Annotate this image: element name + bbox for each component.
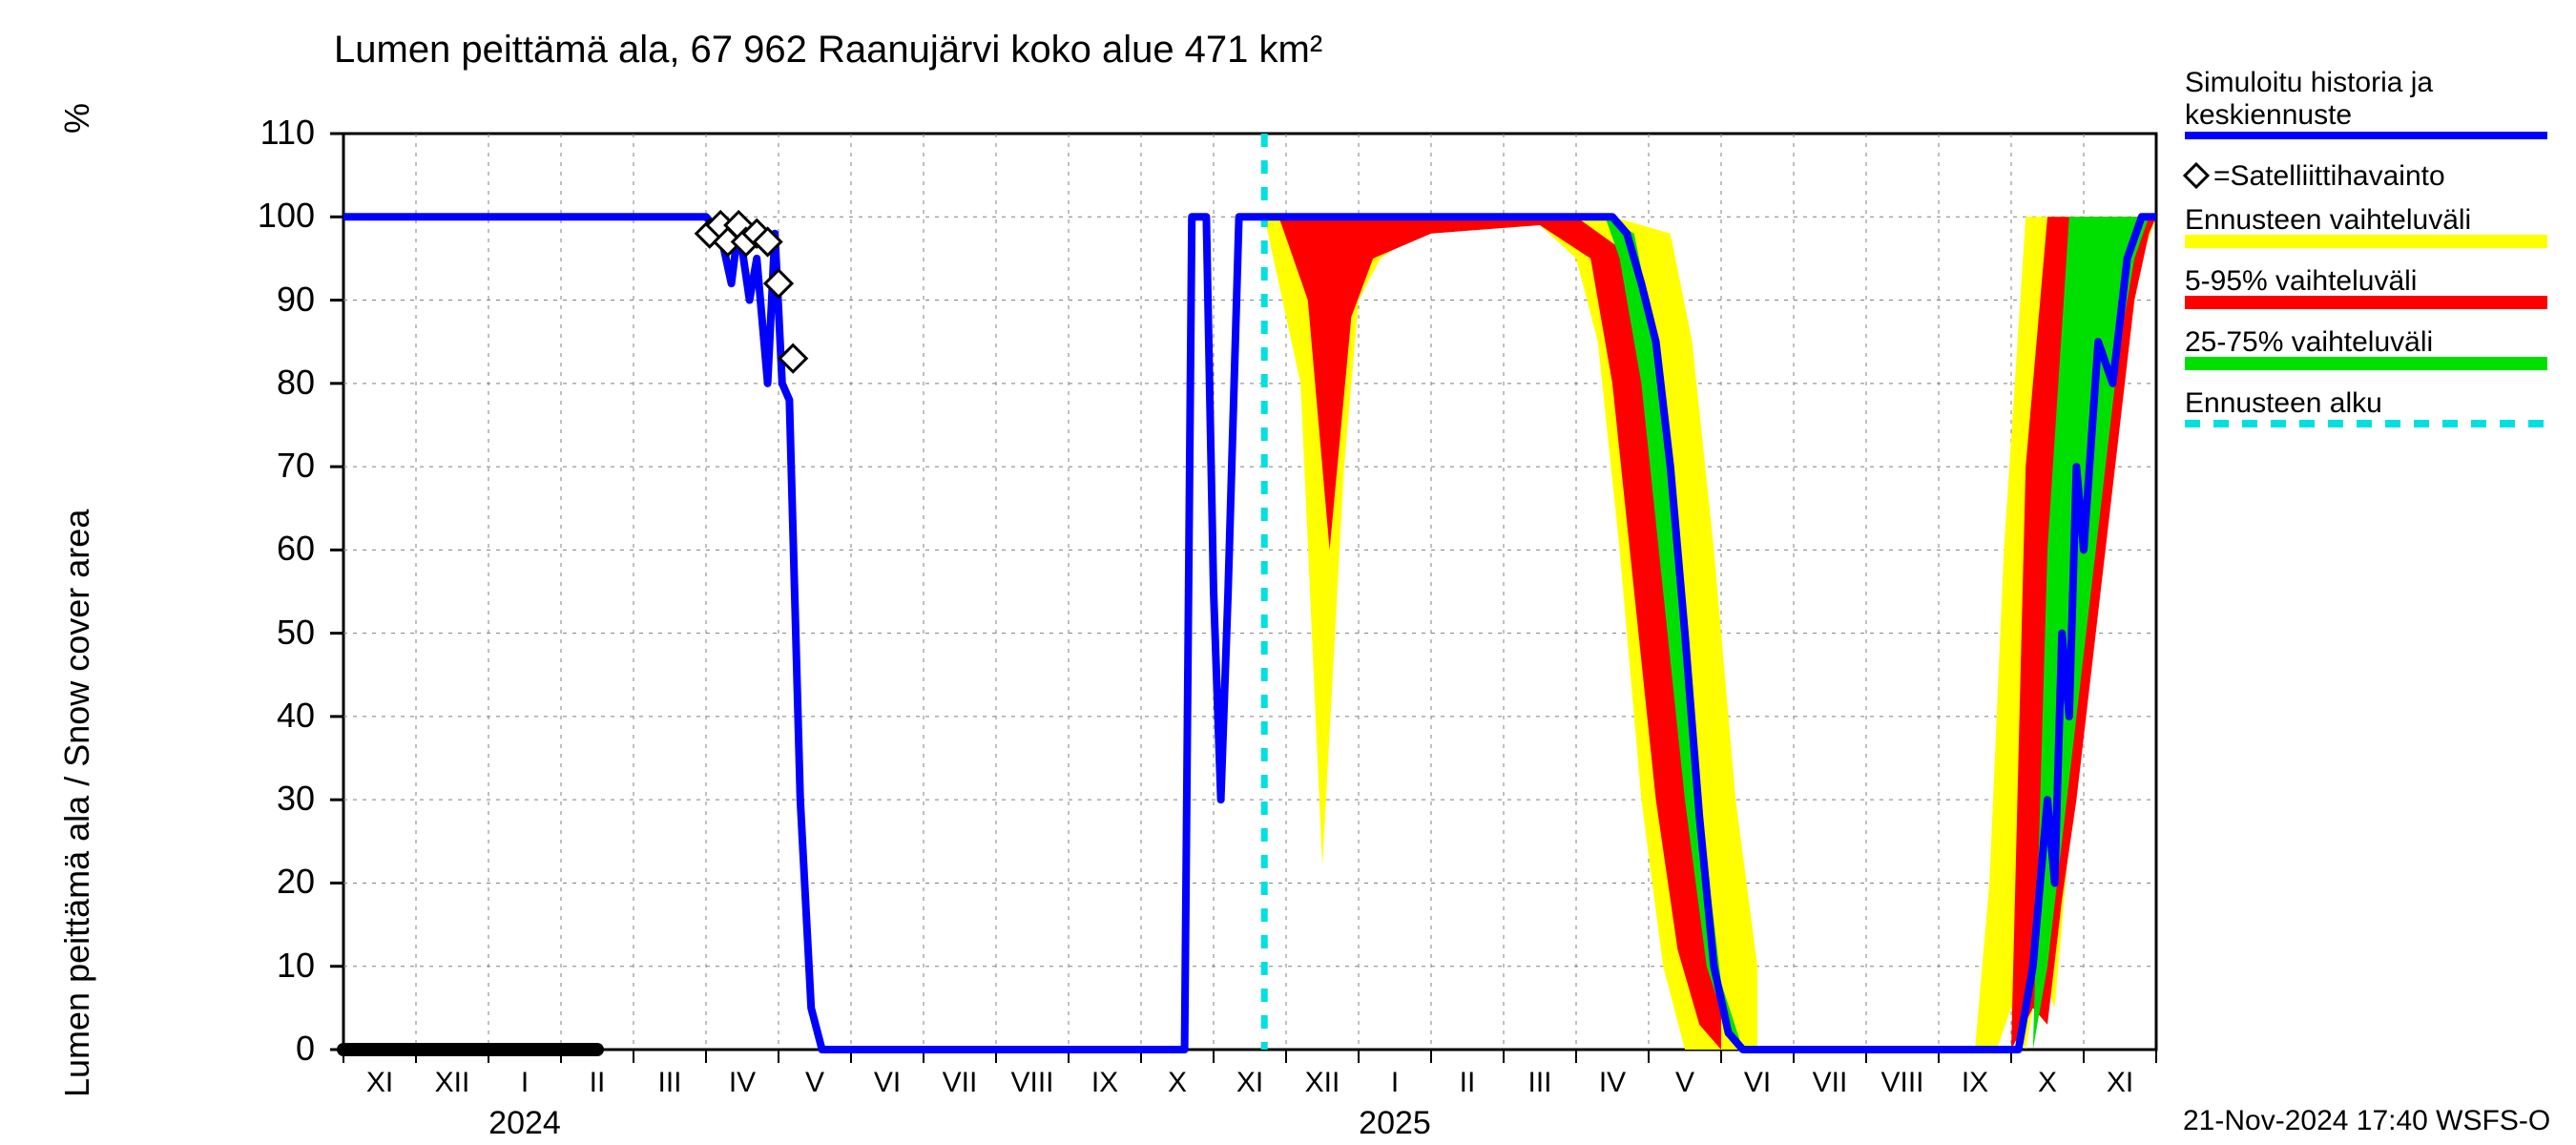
legend-label: Ennusteen vaihteluväli [2185,204,2471,237]
legend-swatch-marker [2185,164,2208,187]
ytick-label: 30 [239,779,315,819]
xtick-label: XI [1236,1067,1263,1099]
xtick-label: I [1391,1067,1399,1099]
xtick-label: IX [1091,1067,1118,1099]
xtick-label: VII [1813,1067,1848,1099]
xtick-label: X [2038,1067,2057,1099]
xtick-label: VIII [1880,1067,1923,1099]
timestamp-label: 21-Nov-2024 17:40 WSFS-O [2183,1105,2550,1137]
legend-label: Ennusteen alku [2185,387,2382,420]
legend-swatch-band [2185,357,2547,370]
xtick-label: XII [1305,1067,1340,1099]
ytick-label: 80 [239,363,315,403]
xtick-label: XI [2107,1067,2133,1099]
legend-label: keskiennuste [2185,99,2352,132]
xtick-label: VII [943,1067,978,1099]
xtick-label: XI [366,1067,393,1099]
ytick-label: 100 [239,196,315,236]
xtick-label: V [805,1067,824,1099]
xtick-label: III [657,1067,681,1099]
ytick-label: 20 [239,862,315,902]
xtick-label: II [1460,1067,1476,1099]
xtick-label: V [1675,1067,1694,1099]
xtick-label: IV [729,1067,756,1099]
ytick-label: 70 [239,446,315,486]
xtick-label: VI [1744,1067,1771,1099]
xtick-label: VIII [1010,1067,1053,1099]
xyear-label: 2024 [488,1105,561,1142]
ytick-label: 50 [239,613,315,653]
xtick-label: I [521,1067,529,1099]
ytick-label: 60 [239,529,315,569]
plot-border [343,134,2156,1050]
legend-swatch-band [2185,235,2547,248]
xtick-label: VI [874,1067,901,1099]
ytick-label: 110 [239,113,315,153]
xtick-label: X [1168,1067,1187,1099]
xtick-label: III [1527,1067,1551,1099]
ytick-label: 90 [239,280,315,320]
plot-svg [0,0,2576,1145]
xtick-label: II [590,1067,606,1099]
ytick-label: 10 [239,946,315,986]
legend-label: Simuloitu historia ja [2185,67,2433,99]
xyear-label: 2025 [1359,1105,1431,1142]
ytick-label: 40 [239,696,315,736]
legend-label: =Satelliittihavainto [2213,160,2445,193]
xtick-label: IV [1599,1067,1626,1099]
xtick-label: XII [435,1067,470,1099]
legend-label: 25-75% vaihteluväli [2185,326,2433,359]
ytick-label: 0 [239,1029,315,1069]
legend-swatch-band [2185,296,2547,309]
chart-container: Lumen peittämä ala, 67 962 Raanujärvi ko… [0,0,2576,1145]
xtick-label: IX [1962,1067,1988,1099]
legend-label: 5-95% vaihteluväli [2185,265,2417,298]
